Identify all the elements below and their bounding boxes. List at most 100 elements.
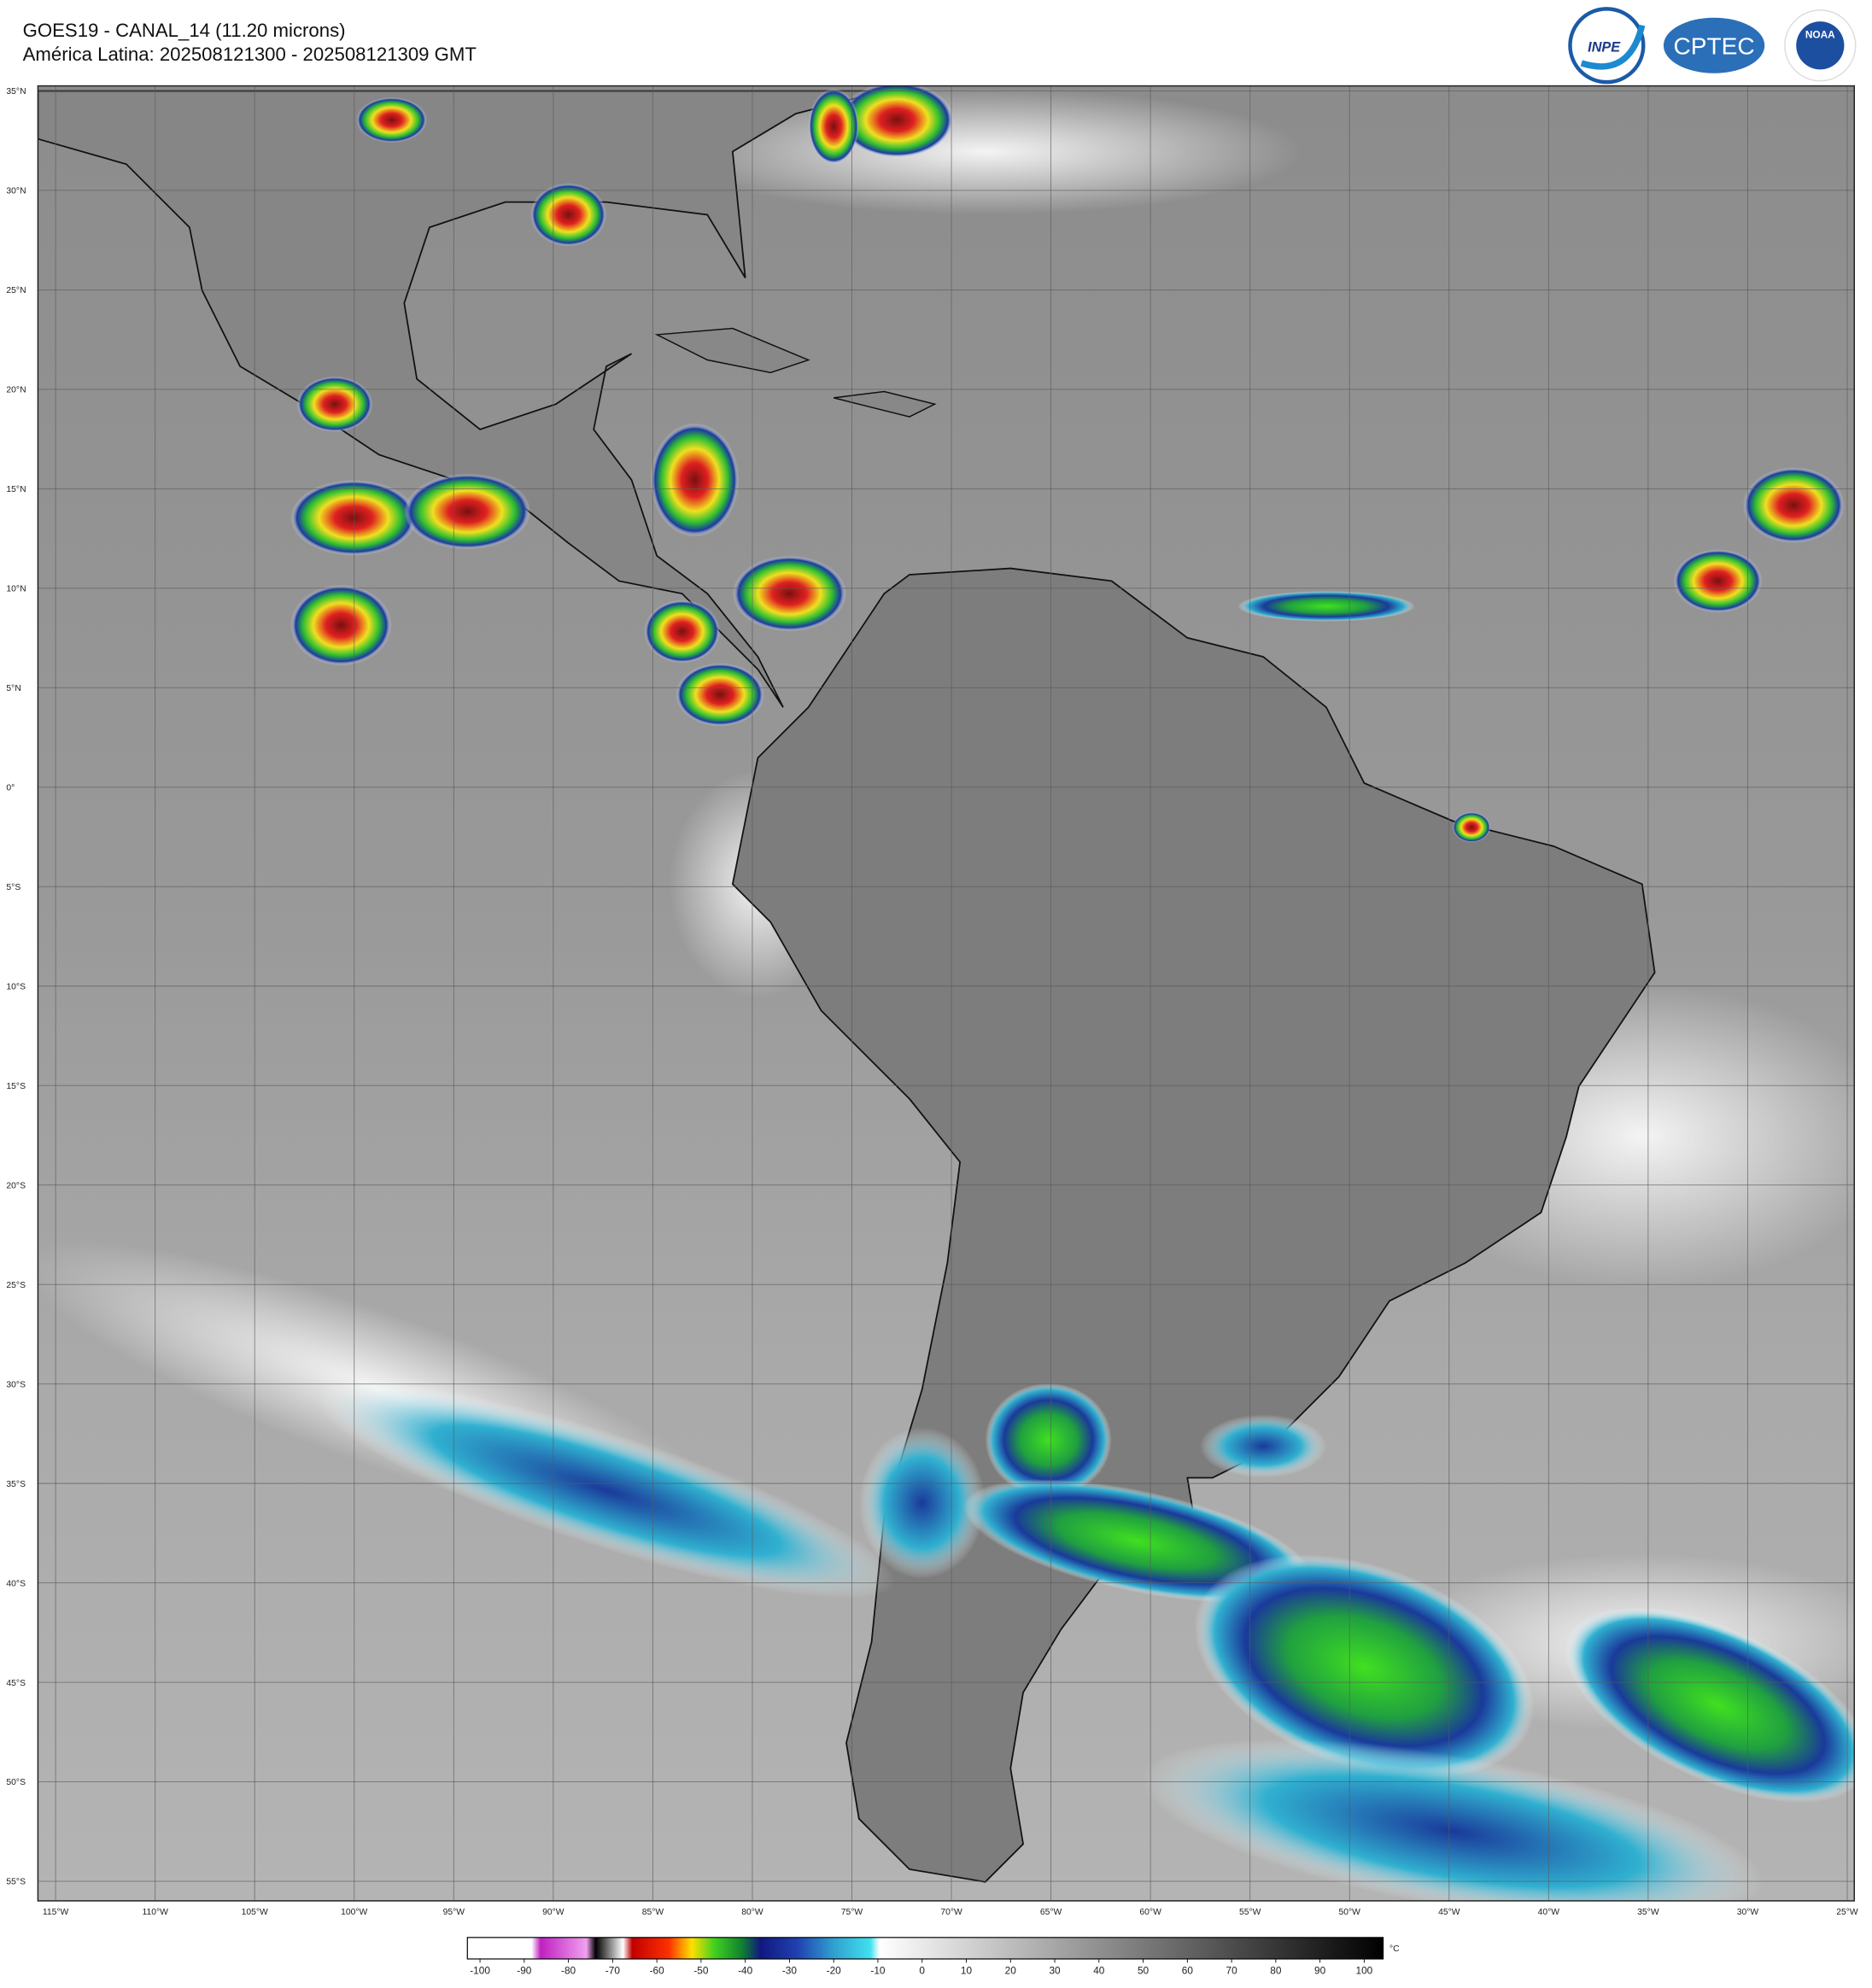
latitude-label: 15°S: [6, 1082, 26, 1091]
longitude-label: 115°W: [43, 1908, 69, 1917]
caribbean-islands: [654, 327, 937, 418]
map-frame: [37, 85, 1855, 1902]
longitude-label: 45°W: [1438, 1908, 1460, 1917]
longitude-label: 30°W: [1737, 1908, 1759, 1917]
latitude-label: 30°N: [6, 187, 26, 196]
longitude-label: 40°W: [1538, 1908, 1560, 1917]
colorbar-tick-label: -90: [517, 1965, 532, 1977]
storm: [404, 473, 531, 550]
longitude-label: 90°W: [542, 1908, 565, 1917]
storm: [1743, 467, 1845, 543]
latitude-label: 20°S: [6, 1181, 26, 1190]
latitude-label: 55°S: [6, 1878, 26, 1887]
colorbar-unit: °C: [1389, 1944, 1400, 1954]
colorbar-tick-label: 30: [1049, 1965, 1061, 1977]
storm: [644, 599, 721, 664]
front: [1141, 1739, 1764, 1901]
longitude-label: 105°W: [242, 1908, 268, 1917]
storm: [290, 480, 418, 556]
latitude-label: 10°N: [6, 585, 26, 594]
latitude-label: 15°N: [6, 485, 26, 494]
longitude-label: 70°W: [940, 1908, 962, 1917]
front: [963, 1479, 1311, 1603]
latitude-label: 30°S: [6, 1380, 26, 1389]
latitude-label: 35°S: [6, 1480, 26, 1489]
longitude-label: 25°W: [1836, 1908, 1858, 1917]
colorbar-tick-label: 70: [1226, 1965, 1238, 1977]
logo-text: NOAA: [1805, 28, 1835, 40]
colorbar: [466, 1937, 1384, 1960]
latitude-label: 10°S: [6, 982, 26, 991]
longitude-label: 60°W: [1139, 1908, 1161, 1917]
storm: [732, 555, 846, 632]
logo-text: INPE: [1588, 40, 1621, 56]
latitude-label: 25°S: [6, 1281, 26, 1290]
storm: [1673, 549, 1763, 613]
longitude-label: 50°W: [1339, 1908, 1361, 1917]
colorbar-tick-label: 100: [1356, 1965, 1373, 1977]
latitude-label: 25°N: [6, 286, 26, 295]
colorbar-tick-label: -80: [561, 1965, 576, 1977]
storm: [530, 183, 606, 247]
storm: [290, 584, 392, 666]
colorbar-ticks: -100 -90 -80 -70 -60 -50 -40 -30 -20 -10 0 10 20 30 40…: [470, 1958, 1373, 1977]
inpe-logo: INPE: [1568, 7, 1646, 85]
latitude-label: 35°N: [6, 87, 26, 96]
subtitle: América Latina: 202508121300 - 202508121…: [23, 44, 477, 65]
storm: [296, 376, 373, 432]
colorbar-tick-label: 80: [1270, 1965, 1282, 1977]
latitude-label: 45°S: [6, 1679, 26, 1688]
longitude-labels: 115°W 110°W 105°W 100°W 95°W 90°W 85°W 80°W 75°W…: [43, 1908, 1858, 1917]
storm: [1452, 812, 1491, 843]
colorbar-tick-label: 90: [1314, 1965, 1326, 1977]
storm: [650, 423, 740, 537]
front: [858, 1427, 986, 1579]
storm: [1237, 591, 1415, 622]
front: [1200, 1414, 1327, 1478]
colorbar-tick-label: -20: [827, 1965, 842, 1977]
colorbar-tick-label: -30: [782, 1965, 798, 1977]
latitude-label: 20°N: [6, 386, 26, 395]
front: [1565, 1607, 1855, 1804]
logo-text: CPTEC: [1673, 33, 1754, 60]
cptec-logo: CPTEC: [1663, 17, 1765, 73]
longitude-label: 55°W: [1239, 1908, 1261, 1917]
storm: [839, 85, 954, 158]
front: [985, 1383, 1112, 1497]
longitude-label: 80°W: [741, 1908, 763, 1917]
colorbar-tick-label: 20: [1005, 1965, 1017, 1977]
longitude-label: 110°W: [142, 1908, 168, 1917]
map-content: [38, 85, 1855, 1901]
longitude-label: 65°W: [1040, 1908, 1062, 1917]
longitude-label: 75°W: [841, 1908, 863, 1917]
storm: [676, 663, 764, 727]
colorbar-tick-label: 0: [919, 1965, 925, 1977]
title: GOES19 - CANAL_14 (11.20 microns): [23, 20, 346, 41]
latitude-label: 40°S: [6, 1579, 26, 1588]
latitude-label: 5°N: [6, 684, 20, 693]
colorbar-tick-label: 50: [1138, 1965, 1150, 1977]
longitude-label: 35°W: [1637, 1908, 1659, 1917]
latitude-labels: 35°N 30°N 25°N 20°N 15°N 10°N 5°N 0° 5°S 10°S 15°S…: [6, 87, 26, 1887]
storm: [808, 88, 859, 165]
colorbar-tick-label: -10: [870, 1965, 886, 1977]
latitude-label: 50°S: [6, 1778, 26, 1787]
front: [317, 1382, 896, 1599]
storm: [356, 96, 427, 143]
graticule: [38, 85, 1855, 1901]
latitude-label: 5°S: [6, 883, 20, 892]
colorbar-tick-label: 10: [961, 1965, 973, 1977]
noaa-logo: NOAA: [1784, 9, 1857, 82]
colorbar-tick-label: -70: [605, 1965, 621, 1977]
longitude-label: 85°W: [642, 1908, 664, 1917]
latitude-label: 0°: [6, 784, 15, 793]
colorbar-tick-label: -50: [693, 1965, 709, 1977]
colorbar-tick-label: 40: [1093, 1965, 1105, 1977]
colorbar-tick-label: -100: [470, 1965, 490, 1977]
colorbar-tick-label: -60: [650, 1965, 665, 1977]
colorbar-tick-label: 60: [1182, 1965, 1194, 1977]
longitude-label: 100°W: [341, 1908, 367, 1917]
colorbar-tick-label: -40: [738, 1965, 753, 1977]
north-america: [38, 90, 885, 708]
